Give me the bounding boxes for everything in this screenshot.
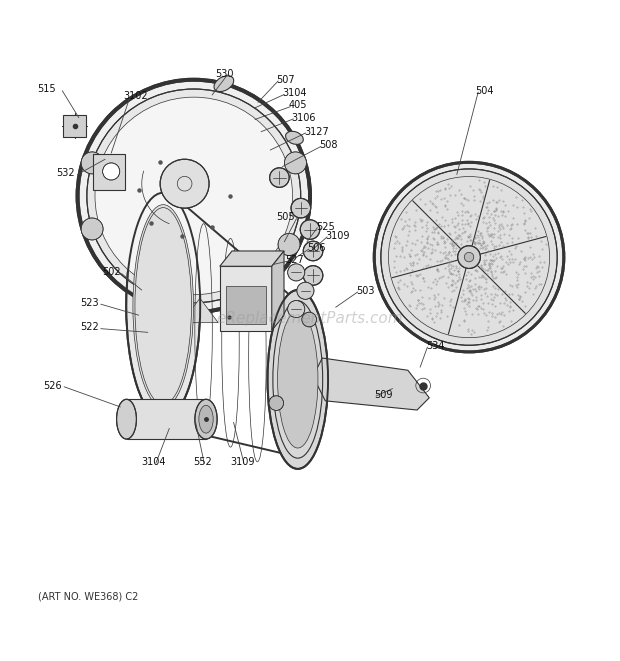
Text: 525: 525	[316, 221, 335, 231]
Text: 527: 527	[286, 255, 304, 265]
Text: 515: 515	[38, 84, 56, 94]
Text: (ART NO. WE368) C2: (ART NO. WE368) C2	[38, 592, 138, 602]
Text: eReplacementParts.com: eReplacementParts.com	[216, 311, 404, 326]
Circle shape	[381, 169, 557, 345]
Circle shape	[291, 198, 311, 218]
FancyBboxPatch shape	[226, 286, 265, 325]
Text: 3109: 3109	[326, 231, 350, 241]
Circle shape	[458, 246, 480, 268]
Circle shape	[269, 396, 283, 410]
Text: 509: 509	[374, 390, 392, 400]
Text: 3104: 3104	[283, 88, 307, 98]
Text: 506: 506	[307, 243, 326, 253]
Circle shape	[87, 89, 301, 303]
Circle shape	[81, 152, 103, 174]
Circle shape	[278, 233, 300, 256]
Ellipse shape	[278, 311, 318, 448]
Text: 534: 534	[426, 341, 445, 351]
Text: 522: 522	[80, 323, 99, 332]
Ellipse shape	[117, 399, 136, 439]
Text: 505: 505	[276, 212, 294, 222]
Ellipse shape	[195, 399, 217, 439]
Polygon shape	[219, 251, 284, 266]
Text: 502: 502	[102, 268, 120, 278]
Text: 504: 504	[475, 86, 494, 96]
Text: 523: 523	[81, 298, 99, 308]
Text: 3127: 3127	[304, 127, 329, 137]
Text: 526: 526	[43, 381, 62, 391]
Circle shape	[285, 152, 306, 174]
Circle shape	[270, 168, 289, 187]
Polygon shape	[182, 298, 218, 323]
Circle shape	[300, 220, 320, 239]
Ellipse shape	[199, 405, 213, 433]
Text: 3102: 3102	[123, 91, 148, 101]
FancyBboxPatch shape	[126, 399, 206, 439]
Text: 405: 405	[288, 100, 307, 110]
Ellipse shape	[267, 290, 328, 469]
Text: 507: 507	[277, 75, 295, 85]
Ellipse shape	[126, 193, 200, 419]
Circle shape	[303, 241, 323, 261]
Text: 530: 530	[215, 69, 234, 79]
FancyBboxPatch shape	[93, 154, 125, 190]
Ellipse shape	[286, 132, 303, 144]
Circle shape	[95, 97, 293, 295]
Text: 552: 552	[193, 457, 212, 467]
Circle shape	[160, 159, 209, 208]
Circle shape	[464, 253, 474, 262]
Circle shape	[288, 264, 305, 281]
Circle shape	[78, 80, 310, 312]
Ellipse shape	[214, 76, 234, 92]
Circle shape	[288, 301, 305, 318]
FancyBboxPatch shape	[63, 114, 86, 137]
Circle shape	[302, 312, 317, 327]
Text: 532: 532	[56, 168, 74, 178]
Text: 3109: 3109	[231, 457, 255, 467]
Text: 503: 503	[356, 286, 374, 295]
Polygon shape	[313, 358, 429, 410]
Circle shape	[297, 282, 314, 299]
Circle shape	[103, 163, 120, 180]
FancyBboxPatch shape	[219, 266, 272, 330]
Ellipse shape	[126, 407, 206, 432]
Text: 3104: 3104	[142, 457, 166, 467]
Text: 3106: 3106	[291, 112, 316, 123]
Circle shape	[303, 266, 323, 286]
Polygon shape	[272, 251, 284, 330]
Circle shape	[374, 163, 564, 352]
Circle shape	[81, 218, 103, 240]
Ellipse shape	[133, 205, 193, 407]
Text: 508: 508	[319, 140, 338, 150]
